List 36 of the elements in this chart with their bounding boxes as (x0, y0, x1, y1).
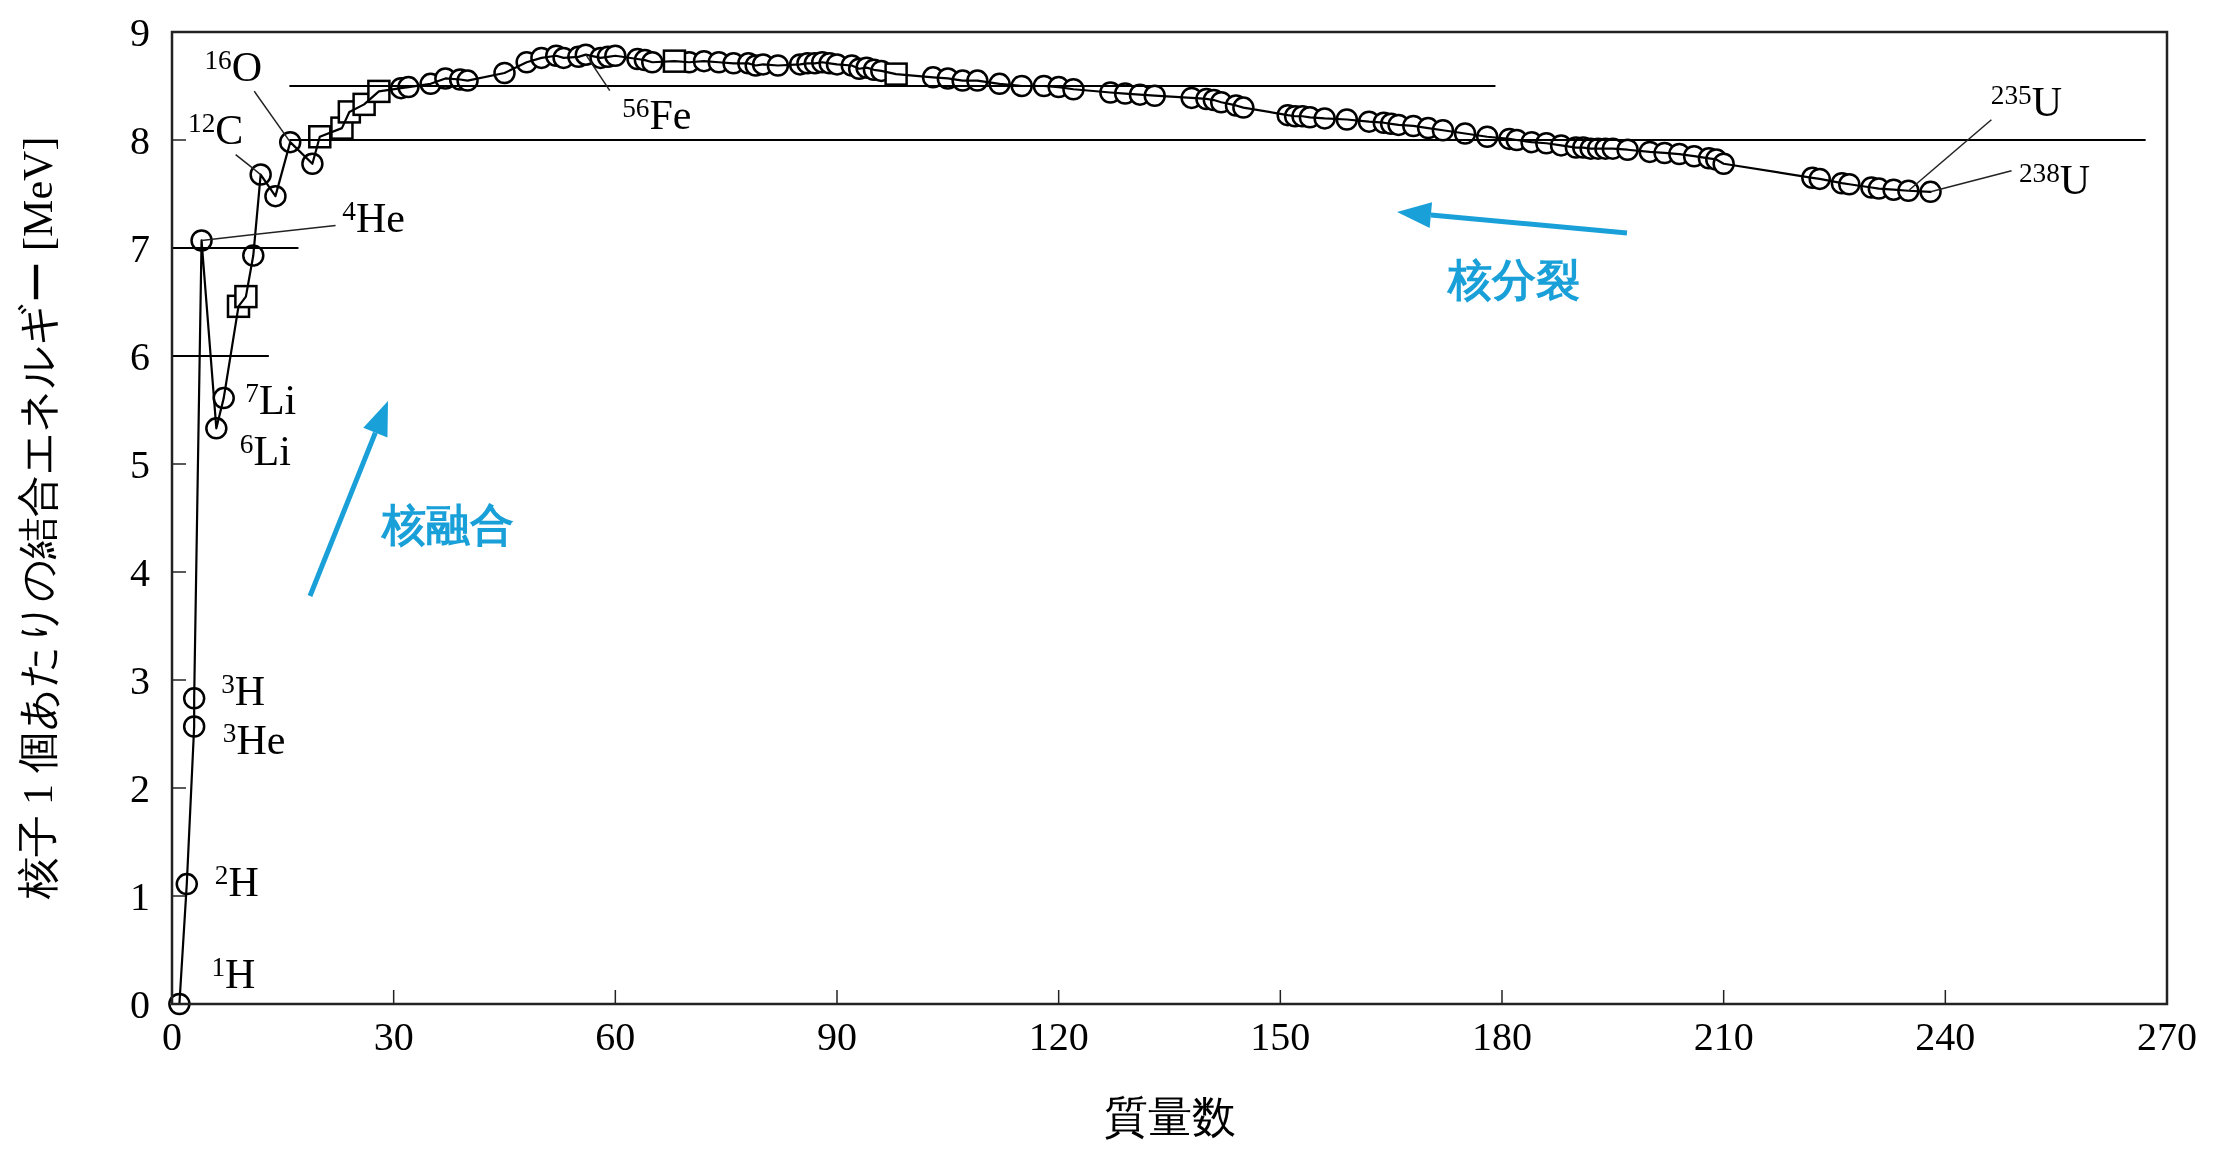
y-tick-label: 8 (130, 118, 150, 163)
x-tick-label: 90 (817, 1014, 857, 1059)
y-tick-label: 6 (130, 334, 150, 379)
x-tick-label: 180 (1472, 1014, 1532, 1059)
y-tick-label: 1 (130, 874, 150, 919)
annotation: $^{12}$C (188, 106, 244, 153)
annotation: $^{6}$Li (239, 428, 291, 475)
x-tick-label: 0 (162, 1014, 182, 1059)
x-axis-title: 質量数 (1103, 1093, 1236, 1142)
annotation: $^{4}$He (342, 195, 405, 242)
x-tick-label: 60 (595, 1014, 636, 1059)
annotation: $^{16}$O (204, 44, 263, 91)
annotation: $^{3}$He (222, 717, 286, 764)
annotation: $^{7}$Li (245, 377, 297, 424)
annotation: $^{238}$U (2018, 156, 2091, 203)
y-tick-label: 0 (130, 982, 150, 1027)
annotation: $^{3}$H (221, 668, 266, 715)
x-tick-label: 270 (2137, 1014, 2197, 1059)
x-tick-label: 210 (1693, 1014, 1754, 1059)
y-axis-title: 核子 1 個あたりの結合エネルギー [MeV] (15, 136, 61, 901)
annotation: 核分裂 (1446, 254, 1580, 305)
x-tick-label: 30 (373, 1014, 414, 1059)
x-tick-label: 150 (1250, 1014, 1311, 1059)
annotation: $^{235}$U (1990, 78, 2063, 125)
annotation: $^{56}$Fe (622, 91, 692, 138)
y-tick-label: 5 (130, 442, 150, 487)
annotation: $^{2}$H (214, 859, 259, 906)
y-tick-label: 2 (130, 766, 150, 811)
x-tick-label: 120 (1028, 1014, 1089, 1059)
y-tick-label: 3 (130, 658, 150, 703)
x-tick-label: 240 (1915, 1014, 1976, 1059)
annotation: $^{1}$H (211, 951, 256, 997)
annotation: 核融合 (380, 499, 514, 550)
y-tick-label: 7 (130, 226, 150, 271)
y-tick-label: 9 (130, 10, 150, 55)
y-tick-label: 4 (130, 550, 150, 595)
